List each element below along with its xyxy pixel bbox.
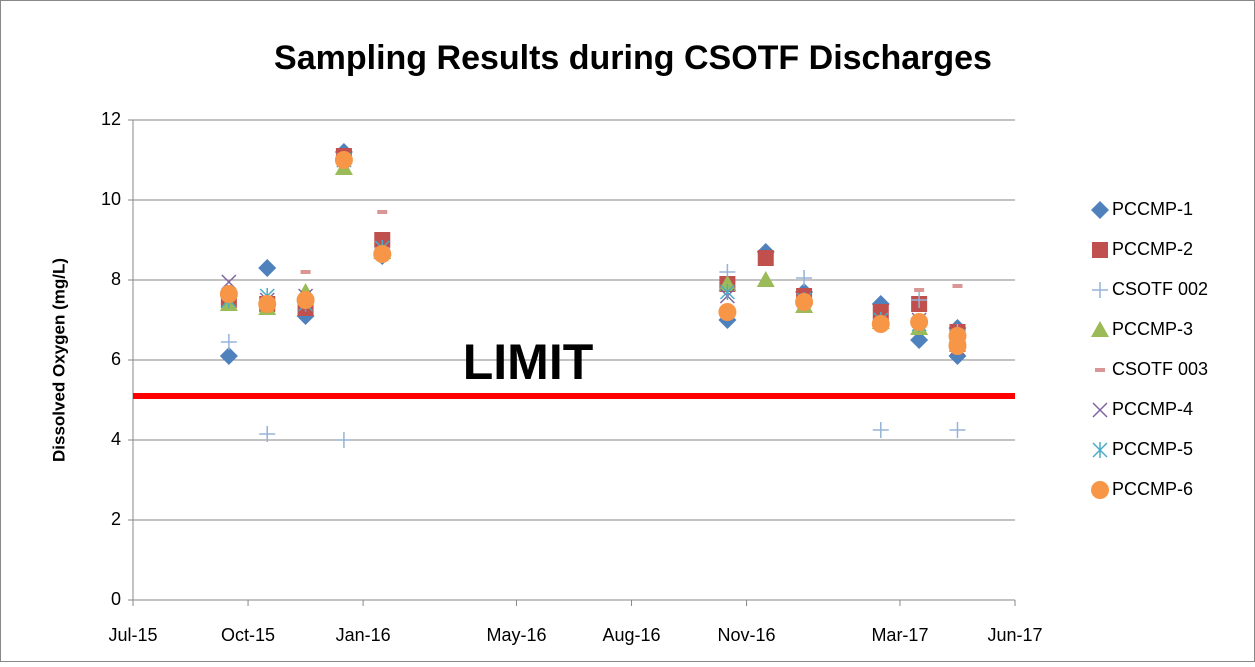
legend-label: CSOTF 002: [1112, 279, 1208, 299]
legend-marker: [1095, 368, 1105, 372]
point: [718, 303, 737, 321]
limit-label: LIMIT: [463, 334, 594, 390]
point: [871, 315, 890, 333]
legend-marker: [1092, 442, 1108, 458]
legend-label: PCCMP-2: [1112, 239, 1193, 259]
point: [952, 284, 963, 288]
point: [258, 295, 277, 313]
point: [219, 285, 238, 303]
point: [910, 331, 929, 349]
point: [911, 292, 928, 308]
point: [910, 313, 929, 331]
legend-marker: [1091, 481, 1109, 499]
point: [258, 259, 277, 277]
x-tick-label: Jun-17: [987, 625, 1042, 645]
point: [373, 245, 392, 263]
point: [756, 271, 775, 287]
legend-marker: [1092, 402, 1108, 418]
legend-label: PCCMP-1: [1112, 199, 1193, 219]
point: [757, 250, 774, 266]
point: [220, 334, 237, 350]
y-tick-label: 10: [101, 189, 121, 209]
point: [377, 210, 388, 214]
y-tick-label: 4: [111, 429, 121, 449]
y-tick-label: 0: [111, 589, 121, 609]
legend-marker: [1091, 321, 1109, 337]
legend-label: PCCMP-6: [1112, 479, 1193, 499]
point: [334, 151, 353, 169]
legend-label: PCCMP-3: [1112, 319, 1193, 339]
x-tick-label: Jul-15: [108, 625, 157, 645]
y-axis-label: Dissolved Oxygen (mg/L): [49, 258, 68, 462]
legend-marker: [1092, 242, 1108, 258]
x-tick-label: Jan-16: [336, 625, 391, 645]
x-tick-label: Mar-17: [871, 625, 928, 645]
x-tick-label: Oct-15: [221, 625, 275, 645]
y-tick-label: 12: [101, 109, 121, 129]
x-tick-label: May-16: [486, 625, 546, 645]
point: [719, 284, 735, 300]
chart-title: Sampling Results during CSOTF Discharges: [274, 39, 992, 77]
point: [335, 432, 352, 448]
y-tick-label: 2: [111, 509, 121, 529]
point: [914, 288, 925, 292]
legend-label: PCCMP-5: [1112, 439, 1193, 459]
point: [872, 422, 889, 438]
y-tick-label: 8: [111, 269, 121, 289]
legend-label: PCCMP-4: [1112, 399, 1193, 419]
y-tick-label: 6: [111, 349, 121, 369]
point: [296, 291, 315, 309]
legend-marker: [1092, 282, 1108, 298]
x-tick-label: Aug-16: [602, 625, 660, 645]
point: [300, 270, 311, 274]
x-tick-label: Nov-16: [718, 625, 776, 645]
legend-marker: [1091, 201, 1109, 219]
point: [949, 422, 966, 438]
point: [948, 327, 967, 345]
point: [219, 347, 238, 365]
legend-label: CSOTF 003: [1112, 359, 1208, 379]
point: [259, 426, 276, 442]
point: [796, 270, 813, 286]
point: [795, 293, 814, 311]
